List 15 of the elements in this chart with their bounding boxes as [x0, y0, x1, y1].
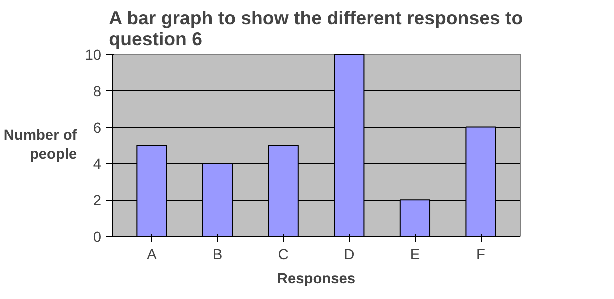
- y-tick-label: 6: [93, 120, 102, 137]
- y-axis-title: Number of people: [4, 128, 78, 164]
- x-tick-label: F: [476, 248, 486, 264]
- chart-title: A bar graph to show the different responses to question 6: [109, 8, 524, 50]
- y-tick-label: 8: [93, 84, 102, 100]
- x-tick-label: A: [147, 248, 158, 264]
- x-axis-title: Responses: [277, 272, 356, 288]
- x-tick-label: B: [212, 248, 223, 264]
- x-tick-label: C: [278, 248, 290, 264]
- x-tick-label: E: [410, 248, 420, 264]
- y-tick-label: 4: [93, 157, 102, 174]
- y-tick-label: 2: [93, 194, 102, 210]
- y-tick-label: 10: [85, 48, 102, 64]
- x-tick-label: D: [344, 248, 355, 264]
- y-tick-label: 0: [93, 230, 102, 246]
